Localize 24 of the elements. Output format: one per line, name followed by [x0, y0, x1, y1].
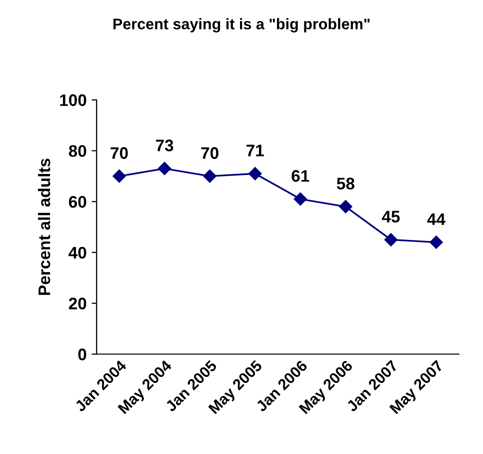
point	[430, 236, 443, 249]
point	[112, 170, 126, 183]
point	[384, 233, 398, 246]
data-label: 73	[156, 140, 174, 152]
data-label: 70	[201, 147, 218, 159]
y-tick-label: 40	[68, 246, 86, 259]
y-axis-title: Percent all adults	[38, 158, 50, 295]
point	[339, 200, 352, 214]
y-tick-label: 20	[68, 298, 86, 310]
data-label: 45	[382, 210, 400, 223]
y-tick-label: 0	[78, 348, 86, 360]
chart-title: Percent saying it is a "big problem"	[113, 18, 370, 32]
data-label: 44	[427, 213, 446, 225]
data-label: 58	[336, 178, 354, 190]
point	[294, 192, 307, 206]
data-label: 71	[246, 144, 264, 156]
y-tick-label: 60	[68, 196, 86, 208]
data-label: 61	[292, 170, 310, 182]
point	[248, 167, 262, 180]
y-tick-label: 100	[60, 94, 86, 106]
data-label: 70	[110, 147, 128, 159]
point	[158, 162, 172, 176]
point	[203, 170, 216, 183]
y-tick-label: 80	[68, 145, 86, 157]
